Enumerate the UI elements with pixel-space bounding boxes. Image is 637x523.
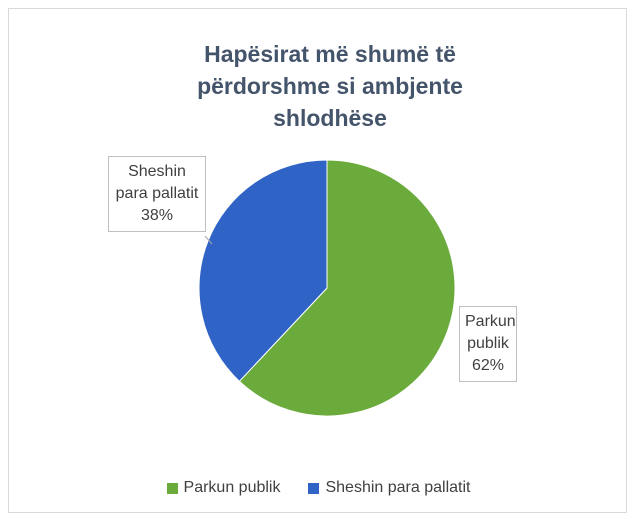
data-label-name: Parkun publik xyxy=(465,313,516,352)
data-label-value: 62% xyxy=(471,357,505,374)
legend-swatch xyxy=(166,482,178,494)
pie-slice xyxy=(238,159,456,417)
pie-slice xyxy=(198,159,328,383)
data-label-value: 38% xyxy=(140,207,174,224)
data-label-name: Sheshin para pallatit xyxy=(115,163,199,202)
legend-label: Parkun publik xyxy=(183,479,281,496)
legend-item: Parkun publik xyxy=(166,479,281,497)
data-label: Sheshin para pallatit 38% xyxy=(108,156,206,232)
legend-label: Sheshin para pallatit xyxy=(325,479,471,496)
data-label: Parkun publik 62% xyxy=(459,306,517,382)
chart-frame xyxy=(8,8,627,513)
legend-swatch xyxy=(308,482,320,494)
leader-line xyxy=(204,235,213,245)
chart-title: Hapësirat më shumë të përdorshme si ambj… xyxy=(197,41,463,131)
legend: Parkun publik Sheshin para pallatit xyxy=(0,479,637,497)
legend-item: Sheshin para pallatit xyxy=(308,479,470,497)
